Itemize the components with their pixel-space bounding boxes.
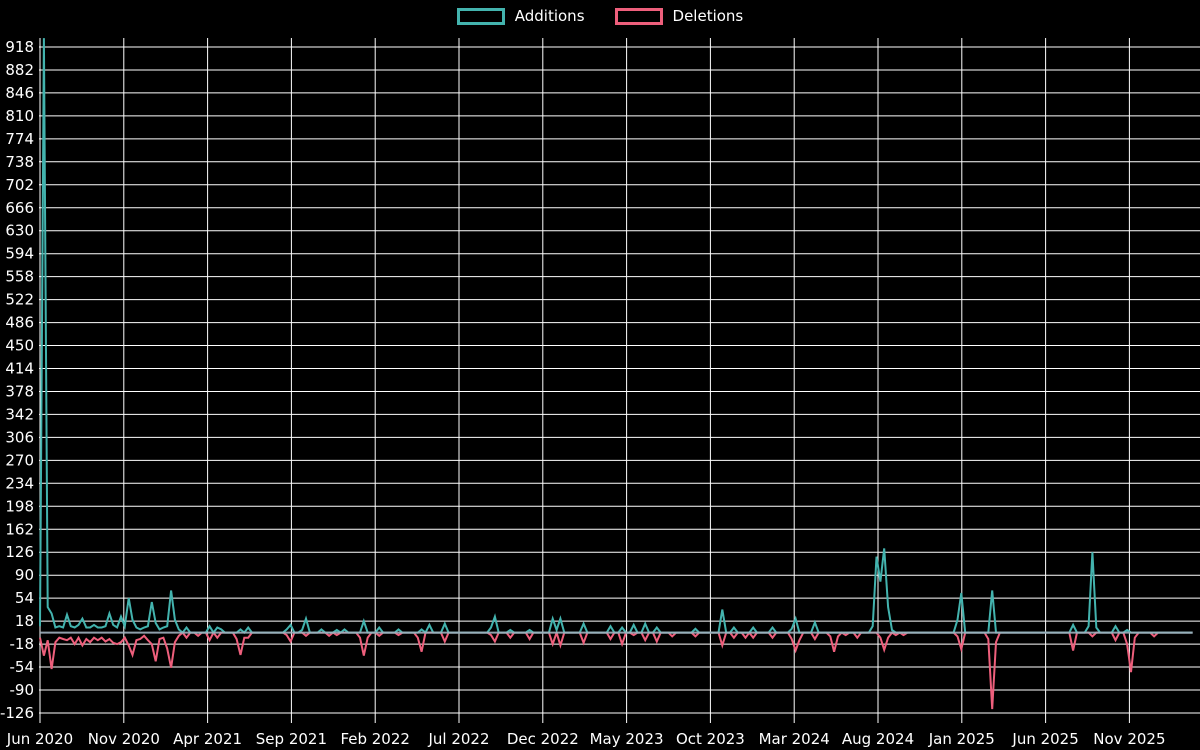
x-tick-label: May 2023 xyxy=(590,730,664,748)
y-tick-label: 162 xyxy=(5,520,34,538)
y-tick-label: 90 xyxy=(15,566,34,584)
y-tick-label: 738 xyxy=(5,153,34,171)
legend-item-deletions[interactable]: Deletions xyxy=(614,7,744,25)
y-tick-label: 702 xyxy=(5,176,34,194)
x-tick-label: Oct 2023 xyxy=(676,730,745,748)
y-tick-label: 18 xyxy=(15,612,34,630)
y-tick-label: 918 xyxy=(5,38,34,56)
y-tick-label: 234 xyxy=(5,474,34,492)
x-tick-label: Jul 2022 xyxy=(427,730,489,748)
y-tick-label: -126 xyxy=(0,704,34,722)
y-tick-label: 522 xyxy=(5,291,34,309)
y-tick-label: 126 xyxy=(5,543,34,561)
y-tick-label: 666 xyxy=(5,199,34,217)
y-tick-label: 810 xyxy=(5,107,34,125)
y-tick-label: 54 xyxy=(15,589,34,607)
x-tick-label: Jun 2020 xyxy=(6,730,73,748)
x-tick-label: Mar 2024 xyxy=(759,730,830,748)
x-tick-label: Feb 2022 xyxy=(340,730,410,748)
x-tick-label: Jan 2025 xyxy=(928,730,995,748)
y-tick-label: 486 xyxy=(5,314,34,332)
y-tick-label: 414 xyxy=(5,360,34,378)
x-tick-label: Dec 2022 xyxy=(507,730,579,748)
additions-legend-label: Additions xyxy=(514,7,585,25)
chart-legend: Additions Deletions xyxy=(0,8,1200,25)
y-tick-label: 450 xyxy=(5,337,34,355)
y-tick-label: -90 xyxy=(10,681,35,699)
additions-line xyxy=(39,38,1193,635)
additions-swatch xyxy=(456,8,505,25)
x-tick-label: Jun 2025 xyxy=(1011,730,1078,748)
x-tick-label: Nov 2025 xyxy=(1093,730,1165,748)
y-tick-label: 774 xyxy=(5,130,34,148)
x-tick-label: Sep 2021 xyxy=(256,730,327,748)
y-tick-label: 198 xyxy=(5,497,34,515)
x-tick-label: Apr 2021 xyxy=(173,730,242,748)
y-tick-label: 846 xyxy=(5,84,34,102)
x-tick-label: Nov 2020 xyxy=(88,730,160,748)
y-tick-label: 342 xyxy=(5,405,34,423)
legend-item-additions[interactable]: Additions xyxy=(456,7,585,25)
deletions-swatch xyxy=(614,8,663,25)
y-tick-label: 594 xyxy=(5,245,34,263)
y-tick-label: 630 xyxy=(5,222,34,240)
y-tick-label: 306 xyxy=(5,428,34,446)
y-tick-label: 882 xyxy=(5,61,34,79)
y-tick-label: 270 xyxy=(5,451,34,469)
y-tick-label: -18 xyxy=(10,635,35,653)
x-tick-label: Aug 2024 xyxy=(842,730,914,748)
deletions-legend-label: Deletions xyxy=(672,7,744,25)
y-tick-label: 558 xyxy=(5,268,34,286)
y-tick-label: -54 xyxy=(10,658,35,676)
y-tick-label: 378 xyxy=(5,383,34,401)
